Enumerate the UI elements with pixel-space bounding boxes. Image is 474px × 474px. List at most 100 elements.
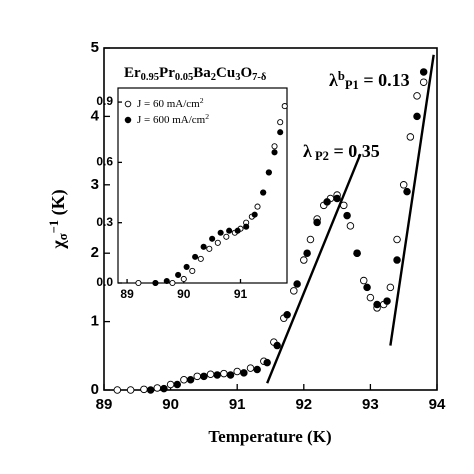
data-point bbox=[183, 263, 190, 270]
text-part: J = 60 mA/cm bbox=[137, 98, 200, 110]
y-tick-label: 2 bbox=[91, 244, 99, 261]
text-part: 0.95 bbox=[141, 72, 159, 83]
data-point bbox=[283, 311, 291, 319]
data-point bbox=[160, 384, 168, 393]
data-point bbox=[197, 255, 204, 262]
fit-line bbox=[389, 54, 435, 346]
data-point bbox=[303, 249, 311, 257]
text-part: O bbox=[240, 65, 252, 81]
text-part: Ba bbox=[193, 65, 211, 81]
data-point bbox=[214, 239, 221, 246]
text-part: λ bbox=[329, 70, 338, 90]
data-point bbox=[366, 293, 375, 302]
chart-title: Er0.95Pr0.05Ba2Cu3O7-δ bbox=[124, 65, 267, 82]
data-point bbox=[253, 365, 261, 374]
y-axis-label: χσ−1 (K) bbox=[47, 189, 70, 249]
text-part: χ bbox=[48, 240, 68, 250]
data-point bbox=[277, 129, 284, 136]
data-point bbox=[234, 227, 241, 234]
text-part: 3 bbox=[235, 72, 240, 83]
data-point bbox=[166, 380, 175, 389]
text-part: Er bbox=[124, 65, 141, 81]
data-point bbox=[254, 203, 261, 210]
text-part: J = 600 mA/cm bbox=[137, 114, 206, 126]
data-point bbox=[363, 283, 371, 292]
y-tick-label: 0.3 bbox=[96, 215, 113, 229]
legend-label: J = 600 mA/cm2 bbox=[137, 112, 209, 126]
data-point bbox=[226, 371, 235, 379]
plot-frame bbox=[103, 47, 438, 391]
data-point bbox=[213, 371, 221, 379]
data-point bbox=[306, 235, 315, 244]
text-part: −1 bbox=[47, 220, 61, 233]
data-point bbox=[271, 149, 278, 156]
data-point bbox=[153, 384, 162, 392]
data-point bbox=[290, 287, 298, 295]
data-point bbox=[140, 385, 148, 394]
data-point bbox=[386, 283, 395, 292]
data-point bbox=[206, 245, 213, 252]
text-part: 2 bbox=[211, 72, 216, 83]
data-point bbox=[281, 103, 288, 110]
data-point bbox=[419, 78, 428, 86]
data-point bbox=[169, 279, 176, 287]
legend-label: J = 60 mA/cm2 bbox=[137, 96, 204, 110]
annotation: λbP1 = 0.13 bbox=[329, 69, 410, 92]
y-tick-label: 0.6 bbox=[96, 155, 113, 169]
text-part: = 0.13 bbox=[359, 70, 410, 90]
x-axis-label: Temperature (K) bbox=[208, 427, 331, 446]
data-point bbox=[180, 375, 188, 384]
data-point bbox=[346, 222, 355, 230]
y-tick-label: 0.0 bbox=[96, 275, 113, 289]
data-point bbox=[343, 211, 351, 220]
y-tick-label: 0 bbox=[91, 381, 99, 398]
x-tick-label: 90 bbox=[177, 287, 191, 301]
data-point bbox=[152, 279, 159, 287]
x-tick-label: 94 bbox=[429, 396, 446, 413]
legend-marker bbox=[124, 100, 132, 108]
data-point bbox=[413, 92, 421, 100]
data-point bbox=[243, 223, 250, 230]
data-point bbox=[189, 267, 196, 274]
text-part: = 0.35 bbox=[329, 141, 380, 161]
data-point bbox=[383, 297, 391, 305]
data-point bbox=[217, 229, 224, 236]
data-point bbox=[265, 169, 272, 176]
text-part: σ bbox=[56, 233, 70, 240]
annotation: λ P2 = 0.35 bbox=[303, 141, 380, 163]
data-point bbox=[251, 211, 258, 218]
data-point bbox=[186, 375, 195, 384]
data-point bbox=[271, 143, 278, 150]
text-part: (K) bbox=[48, 189, 69, 220]
data-point bbox=[173, 380, 182, 389]
text-part: P1 bbox=[345, 78, 359, 92]
data-point bbox=[193, 372, 201, 381]
data-point bbox=[313, 218, 321, 227]
data-point bbox=[180, 275, 187, 283]
text-part: 7-δ bbox=[252, 72, 267, 83]
data-point bbox=[277, 119, 284, 126]
data-point bbox=[113, 386, 122, 394]
x-tick-label: 90 bbox=[162, 396, 179, 413]
data-point bbox=[273, 341, 281, 350]
data-point bbox=[192, 253, 199, 260]
x-tick-label: 91 bbox=[229, 396, 246, 413]
data-point bbox=[393, 256, 401, 264]
y-tick-label: 3 bbox=[91, 176, 99, 193]
data-point bbox=[333, 194, 341, 203]
data-point bbox=[413, 112, 421, 121]
data-point bbox=[200, 243, 207, 250]
data-point bbox=[220, 369, 228, 378]
text-part: Pr bbox=[159, 65, 175, 81]
data-point bbox=[406, 133, 415, 141]
data-point bbox=[263, 358, 271, 367]
plot-frame bbox=[117, 87, 288, 284]
data-point bbox=[359, 276, 368, 285]
data-point bbox=[206, 370, 215, 379]
data-point bbox=[240, 369, 248, 377]
data-point bbox=[353, 249, 361, 257]
text-part: 0.05 bbox=[175, 72, 193, 83]
data-point bbox=[146, 386, 155, 394]
x-tick-label: 89 bbox=[96, 396, 113, 413]
